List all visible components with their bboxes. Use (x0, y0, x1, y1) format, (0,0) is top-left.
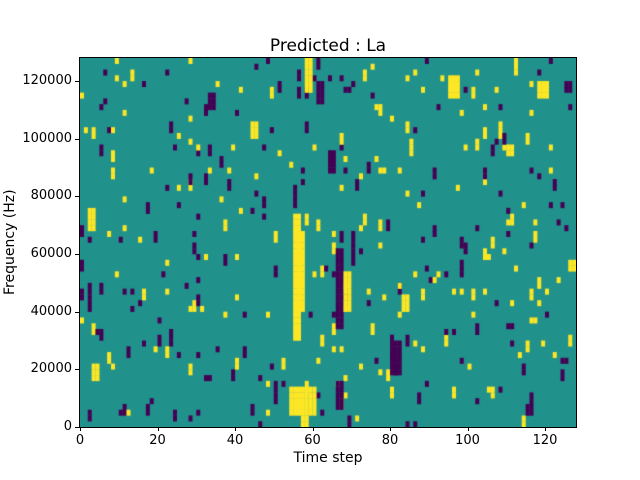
y-tick-label: 80000 (30, 188, 72, 204)
y-tick-label: 120000 (22, 73, 72, 89)
x-tick-label: 40 (226, 433, 244, 448)
x-tick-mark (312, 427, 314, 431)
chart-title: Predicted : La (269, 36, 387, 56)
x-tick-label: 100 (455, 433, 480, 448)
y-tick-mark (75, 427, 79, 428)
y-tick-label: 100000 (22, 130, 72, 146)
x-tick-label: 80 (381, 433, 399, 448)
x-tick-mark (545, 427, 546, 431)
plot-area (79, 57, 577, 428)
y-tick-label: 20000 (30, 361, 72, 377)
x-tick-label: 60 (304, 433, 321, 448)
y-tick-mark (75, 81, 79, 83)
y-tick-label: 0 (63, 419, 72, 434)
y-tick-label: 40000 (30, 303, 72, 319)
x-tick-mark (157, 427, 159, 431)
x-tick-label: 0 (75, 433, 85, 448)
y-tick-label: 60000 (30, 246, 72, 262)
y-tick-mark (75, 196, 79, 198)
y-tick-mark (75, 369, 79, 371)
x-tick-label: 120 (532, 433, 558, 448)
x-tick-mark (235, 427, 236, 431)
heatmap-canvas (80, 58, 576, 427)
y-axis-label: Frequency (Hz) (2, 189, 18, 296)
x-axis-label: Time step (293, 450, 363, 466)
y-tick-mark (75, 254, 79, 256)
x-tick-mark (390, 427, 391, 431)
y-tick-mark (75, 311, 79, 313)
y-tick-mark (75, 138, 79, 140)
x-tick-label: 20 (149, 433, 166, 448)
x-tick-mark (467, 427, 469, 431)
x-tick-mark (80, 427, 81, 431)
